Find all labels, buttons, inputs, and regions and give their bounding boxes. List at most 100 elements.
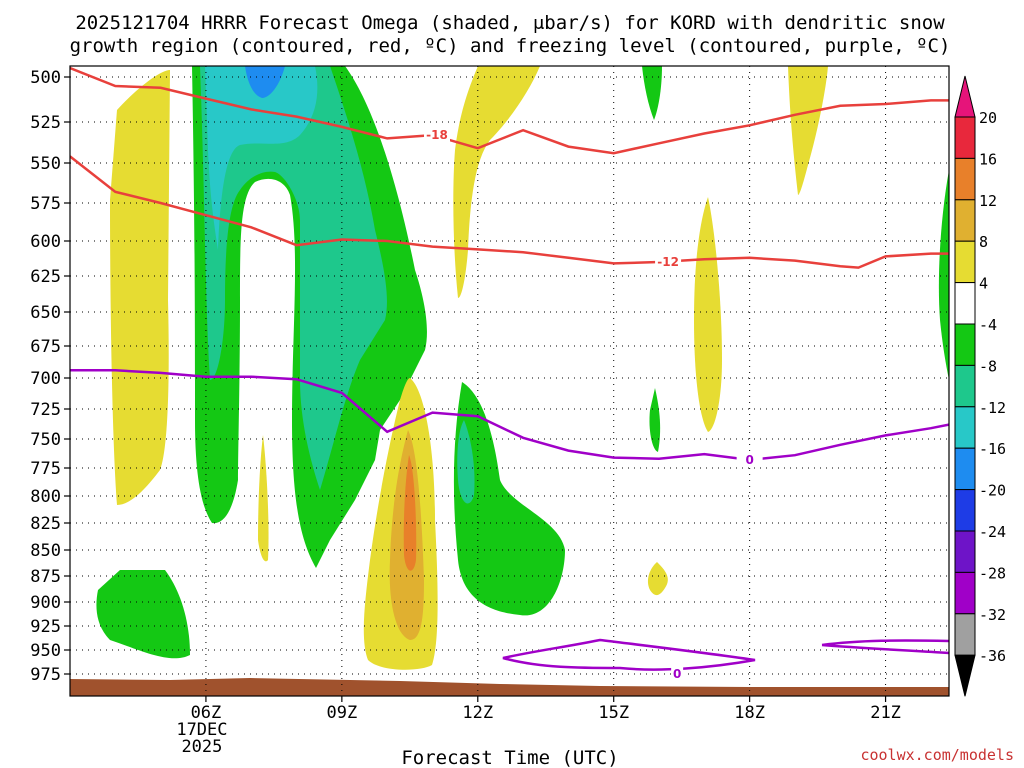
omega-region-cyan	[205, 66, 318, 250]
credit-text: coolwx.com/models	[860, 746, 1014, 764]
omega-region-blue	[245, 66, 285, 98]
y-tick-label: 600	[30, 232, 61, 252]
colorbar-bin-p4_8	[954, 240, 976, 284]
colorbar-bin-m16_m12	[954, 406, 976, 449]
freezing-level-low-loop-2	[821, 639, 949, 655]
contours	[70, 66, 949, 462]
y-tick-label: 625	[30, 267, 61, 287]
omega-shading	[96, 66, 949, 670]
colorbar-bin-m36_m32	[954, 613, 976, 656]
colorbar-bin-p8_12	[954, 199, 976, 242]
y-tick-label: 875	[30, 567, 61, 587]
freezing-level-contour-label: 0	[745, 453, 753, 467]
y-axis: 500 525 550 575 600 625 650 675 700 725 750 775 800 8…	[30, 68, 70, 685]
omega-region-green-lower	[96, 570, 190, 659]
colorbar-label: -24	[979, 523, 1006, 541]
dgz-contour-minus18-label: -18	[426, 128, 448, 142]
colorbar-bin-m8_m4	[954, 323, 976, 366]
colorbar-label: -8	[979, 357, 997, 375]
omega-region-yellow-6	[788, 66, 828, 195]
colorbar-bottom-arrow	[954, 654, 976, 697]
colorbar-top-arrow	[954, 75, 976, 118]
y-tick-label: 975	[30, 665, 61, 685]
colorbar-bin-p12_16	[954, 157, 976, 201]
y-tick-label: 500	[30, 68, 61, 88]
dgz-contour-minus12-label: -12	[657, 255, 679, 269]
colorbar-bin-m20_m16	[954, 447, 976, 491]
y-tick-label: 750	[30, 430, 61, 450]
y-tick-label: 725	[30, 400, 61, 420]
y-tick-label: 700	[30, 369, 61, 389]
colorbar-label: -28	[979, 564, 1006, 582]
colorbar-bin-m12_m8	[954, 364, 976, 408]
colorbar-label: 12	[979, 192, 997, 210]
colorbar-bin-m32_m28	[954, 571, 976, 615]
y-tick-label: 850	[30, 541, 61, 561]
x-tick-year: 2025	[181, 737, 222, 757]
y-tick-label: 525	[30, 113, 61, 133]
terrain-surface	[70, 678, 949, 696]
x-tick-label: 06Z	[191, 703, 222, 723]
chart-title-line2: growth region (contoured, red, ºC) and f…	[70, 35, 951, 57]
y-tick-label: 925	[30, 617, 61, 637]
omega-region-green-2	[453, 382, 565, 616]
x-tick-label: 15Z	[598, 703, 629, 723]
x-tick-label: 18Z	[734, 703, 765, 723]
omega-region-green-3	[642, 66, 662, 120]
freezing-level-contour	[70, 369, 949, 462]
x-axis-label: Forecast Time (UTC)	[401, 747, 618, 768]
colorbar-bin-m28_m24	[954, 530, 976, 573]
omega-region-yellow-filament	[258, 435, 269, 562]
omega-region-yellow-3	[453, 66, 540, 298]
freezing-level-low-label-bg	[671, 667, 684, 681]
colorbar-bin-p16_20	[954, 116, 976, 159]
omega-region-yellow-5	[647, 562, 668, 596]
contour-labels: -18 -12 0 0	[424, 128, 763, 681]
y-tick-label: 775	[30, 459, 61, 479]
omega-region-yellow-4	[694, 197, 722, 432]
colorbar-label: -12	[979, 399, 1006, 417]
omega-region-darkorange	[403, 455, 417, 571]
chart-title-line1: 2025121704 HRRR Forecast Omega (shaded, …	[75, 12, 945, 34]
colorbar-bin-m24_m20	[954, 489, 976, 532]
colorbar-bin-m4_4	[954, 282, 976, 325]
grid	[70, 66, 949, 696]
y-tick-label: 550	[30, 154, 61, 174]
omega-region-teal-2	[457, 420, 475, 504]
omega-region-yellow-1	[110, 70, 170, 505]
y-tick-label: 825	[30, 514, 61, 534]
colorbar-label: -16	[979, 440, 1006, 458]
y-tick-label: 900	[30, 593, 61, 613]
colorbar: 20 16 12 8 4 -4 -8 -12 -16 -20 -24 -28 -32 -36	[954, 75, 1006, 697]
freezing-level-low-loops	[502, 638, 949, 671]
x-tick-date: 17DEC	[176, 720, 227, 740]
omega-region-green-5	[938, 170, 949, 380]
omega-region-green-4	[649, 388, 661, 452]
colorbar-label: -32	[979, 606, 1006, 624]
colorbar-label: -20	[979, 482, 1006, 500]
y-tick-label: 950	[30, 641, 61, 661]
omega-region-teal	[200, 66, 387, 490]
y-tick-label: 675	[30, 337, 61, 357]
colorbar-label: 16	[979, 150, 997, 168]
dgz-contour-minus12	[70, 155, 949, 269]
plot-border	[69, 65, 950, 697]
dgz-contour-minus18	[70, 66, 949, 155]
x-tick-label: 12Z	[462, 703, 493, 723]
colorbar-label: 20	[979, 109, 997, 127]
y-tick-label: 800	[30, 487, 61, 507]
colorbar-label: 8	[979, 233, 988, 251]
x-tick-label: 21Z	[870, 703, 901, 723]
colorbar-label: -36	[979, 647, 1006, 665]
colorbar-label: -4	[979, 316, 997, 334]
x-tick-label: 09Z	[326, 703, 357, 723]
freezing-level-low-loop-1	[502, 638, 756, 671]
freezing-level-low-label: 0	[673, 667, 681, 681]
freezing-level-contour-label-bg	[736, 452, 763, 467]
y-tick-label: 650	[30, 303, 61, 323]
y-tick-label: 575	[30, 194, 61, 214]
dgz-contour-minus18-label-bg	[424, 128, 451, 143]
dgz-contour-minus12-label-bg	[655, 255, 682, 269]
